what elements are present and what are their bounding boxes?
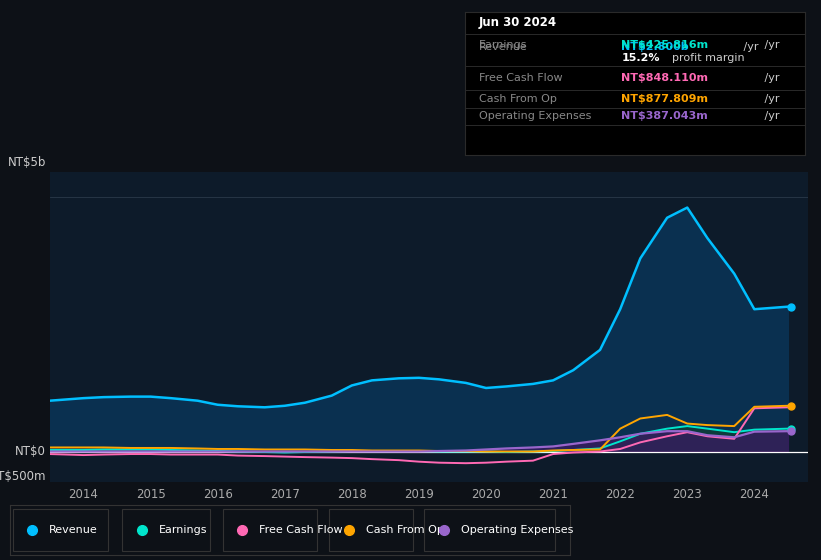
Text: NT$5b: NT$5b <box>7 156 46 169</box>
FancyBboxPatch shape <box>424 509 555 551</box>
Text: Operating Expenses: Operating Expenses <box>461 525 573 535</box>
Text: Free Cash Flow: Free Cash Flow <box>259 525 343 535</box>
Text: NT$425.816m: NT$425.816m <box>621 40 709 50</box>
Text: /yr: /yr <box>761 40 779 50</box>
Text: Cash From Op: Cash From Op <box>479 94 557 104</box>
Text: Earnings: Earnings <box>479 40 527 50</box>
Text: /yr: /yr <box>741 42 759 52</box>
Text: NT$848.110m: NT$848.110m <box>621 73 709 83</box>
Text: NT$387.043m: NT$387.043m <box>621 111 709 122</box>
FancyBboxPatch shape <box>222 509 317 551</box>
Text: /yr: /yr <box>761 111 779 122</box>
Text: -NT$500m: -NT$500m <box>0 470 46 483</box>
Text: NT$0: NT$0 <box>15 445 46 458</box>
Text: profit margin: profit margin <box>672 53 745 63</box>
Text: NT$2.800b: NT$2.800b <box>621 42 689 52</box>
Text: Revenue: Revenue <box>479 42 527 52</box>
Text: Free Cash Flow: Free Cash Flow <box>479 73 562 83</box>
Text: Revenue: Revenue <box>49 525 98 535</box>
Text: /yr: /yr <box>761 94 779 104</box>
Text: /yr: /yr <box>761 73 779 83</box>
Text: Jun 30 2024: Jun 30 2024 <box>479 16 557 29</box>
FancyBboxPatch shape <box>329 509 413 551</box>
FancyBboxPatch shape <box>122 509 210 551</box>
Text: 15.2%: 15.2% <box>621 53 660 63</box>
Text: NT$877.809m: NT$877.809m <box>621 94 709 104</box>
Text: Cash From Op: Cash From Op <box>365 525 443 535</box>
FancyBboxPatch shape <box>13 509 108 551</box>
Text: Operating Expenses: Operating Expenses <box>479 111 591 122</box>
Text: Earnings: Earnings <box>158 525 207 535</box>
